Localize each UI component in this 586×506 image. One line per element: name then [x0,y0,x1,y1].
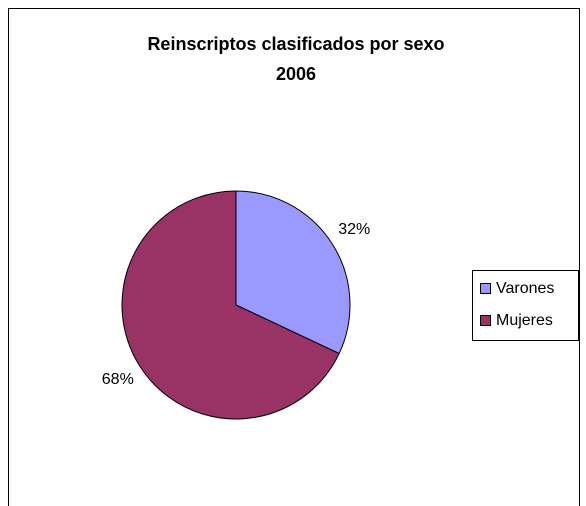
legend-swatch [480,315,491,326]
legend-swatch [480,283,491,294]
legend-label: Varones [496,280,554,297]
pie-slice [121,190,340,420]
legend-label: Mujeres [496,312,553,329]
legend-box [472,270,579,341]
data-label: 68% [102,371,134,388]
data-label: 32% [338,221,370,238]
chart-title: Reinscriptos clasificados por sexo [147,34,444,54]
pie-slice [235,190,351,355]
chart-title: 2006 [276,64,316,84]
